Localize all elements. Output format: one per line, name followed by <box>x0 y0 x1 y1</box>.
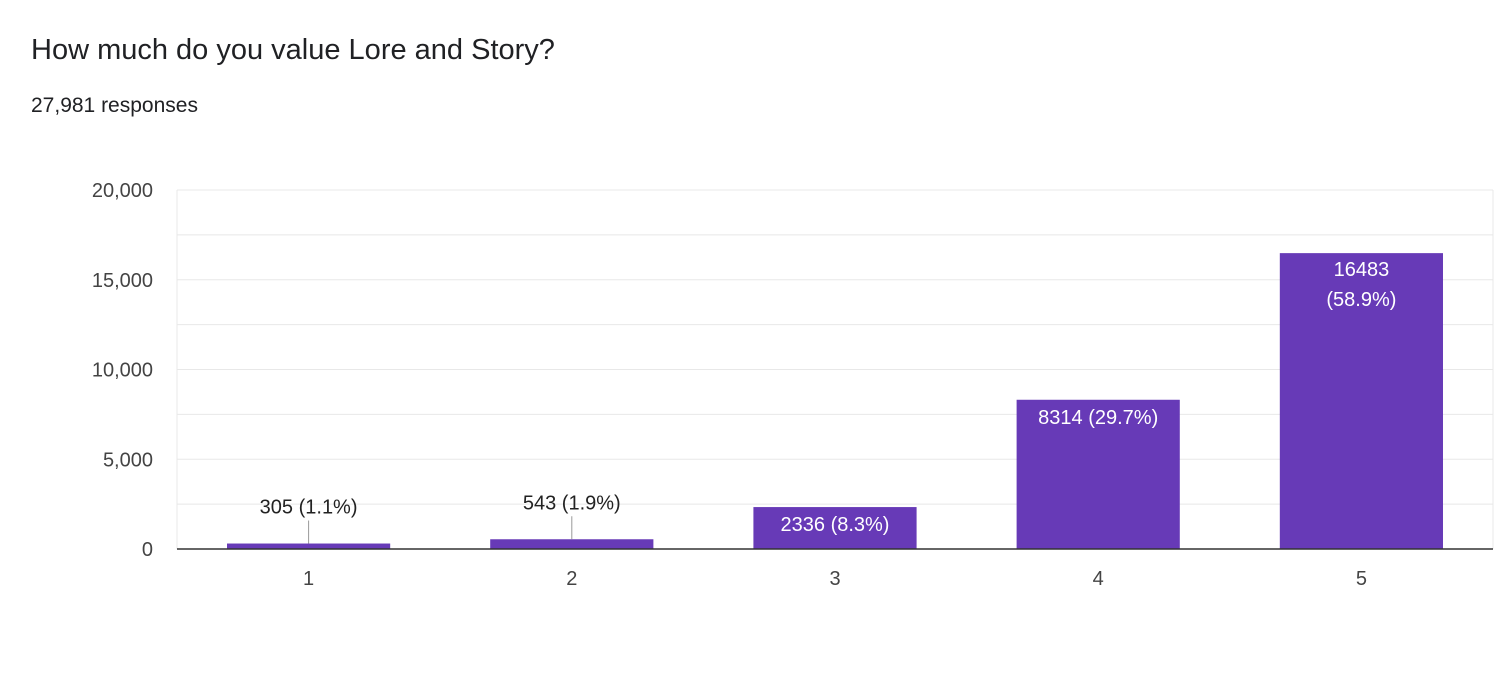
y-tick-label: 5,000 <box>103 449 153 471</box>
x-tick-label: 5 <box>1356 568 1367 590</box>
x-tick-label: 3 <box>829 568 840 590</box>
bar <box>1016 399 1180 549</box>
bar <box>1279 253 1443 549</box>
x-tick-label: 1 <box>303 568 314 590</box>
data-label: 543 (1.9%) <box>523 492 621 514</box>
data-label: 305 (1.1%) <box>260 497 358 519</box>
y-tick-label: 15,000 <box>92 270 153 292</box>
data-label: 2336 (8.3%) <box>781 514 890 536</box>
y-tick-label: 10,000 <box>92 360 153 382</box>
bar <box>753 507 917 549</box>
response-count: 27,981 responses <box>31 94 198 117</box>
x-tick-label: 2 <box>566 568 577 590</box>
x-tick-label: 4 <box>1093 568 1104 590</box>
y-tick-label: 0 <box>142 539 153 561</box>
chart-title: How much do you value Lore and Story? <box>31 34 555 66</box>
y-tick-label: 20,000 <box>92 180 153 202</box>
bar <box>227 543 391 549</box>
bar <box>490 539 654 549</box>
data-label: 8314 (29.7%) <box>1038 407 1158 429</box>
data-label: 16483 <box>1334 259 1390 281</box>
data-label: (58.9%) <box>1326 289 1396 311</box>
